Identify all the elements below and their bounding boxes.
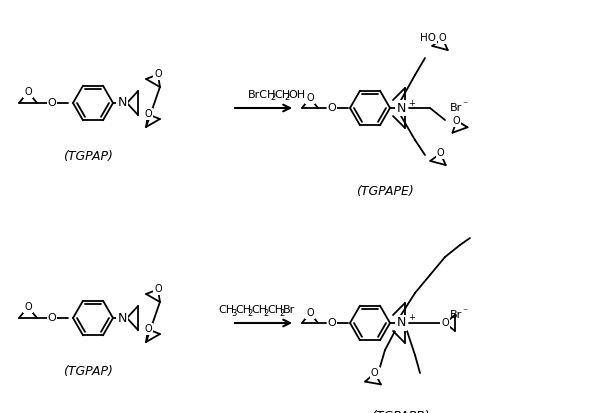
Text: O: O <box>439 33 446 43</box>
Text: N: N <box>397 102 406 114</box>
Text: O: O <box>154 284 162 294</box>
Text: N: N <box>118 311 127 325</box>
Text: CH: CH <box>235 305 251 315</box>
Text: 2: 2 <box>247 309 252 318</box>
Text: OH: OH <box>288 90 305 100</box>
Text: O: O <box>154 69 162 79</box>
Text: O: O <box>24 87 32 97</box>
Text: N: N <box>118 97 127 109</box>
Text: 2: 2 <box>284 93 289 102</box>
Text: O: O <box>453 116 460 126</box>
Text: O: O <box>328 318 337 328</box>
Text: O: O <box>47 98 56 108</box>
Text: (TGPAP): (TGPAP) <box>63 365 113 378</box>
Text: +: + <box>408 98 415 107</box>
Text: CH: CH <box>251 305 267 315</box>
Text: (TGPAPE): (TGPAPE) <box>356 185 414 198</box>
Text: O: O <box>371 368 379 378</box>
Text: +: + <box>408 313 415 323</box>
Text: 2: 2 <box>279 309 284 318</box>
Text: HO: HO <box>420 33 436 43</box>
Text: (TGPAP): (TGPAP) <box>63 150 113 163</box>
Text: ⁻: ⁻ <box>462 307 467 317</box>
Text: CH: CH <box>267 305 283 315</box>
Text: O: O <box>24 302 32 312</box>
Text: N: N <box>397 316 406 330</box>
Text: Br: Br <box>450 103 462 113</box>
Text: (TGPAPB): (TGPAPB) <box>371 410 429 413</box>
Text: ⁻: ⁻ <box>462 100 467 110</box>
Text: 3: 3 <box>231 309 236 318</box>
Text: O: O <box>328 103 337 113</box>
Text: O: O <box>306 93 314 103</box>
Text: O: O <box>144 109 152 119</box>
Text: 2: 2 <box>263 309 268 318</box>
Text: CH: CH <box>218 305 234 315</box>
Text: O: O <box>306 308 314 318</box>
Text: BrCH: BrCH <box>248 90 277 100</box>
Text: 2: 2 <box>270 93 275 102</box>
Text: Br: Br <box>450 310 462 320</box>
Text: O: O <box>144 324 152 335</box>
Text: O: O <box>47 313 56 323</box>
Text: Br: Br <box>283 305 295 315</box>
Text: CH: CH <box>274 90 290 100</box>
Text: O: O <box>441 318 449 328</box>
Text: O: O <box>437 148 445 158</box>
